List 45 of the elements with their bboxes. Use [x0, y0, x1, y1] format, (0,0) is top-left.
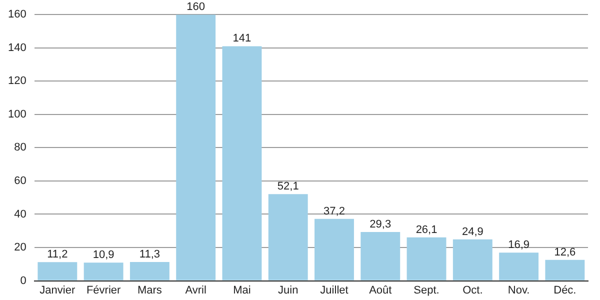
- bar: [545, 260, 585, 280]
- y-tick-label: 40: [14, 208, 26, 220]
- x-tick-label: Juin: [278, 284, 298, 296]
- bar: [314, 218, 354, 280]
- data-label: 16,9: [508, 239, 530, 252]
- data-label: 37,2: [324, 205, 345, 218]
- data-label: 141: [232, 32, 252, 45]
- data-label: 160: [186, 1, 206, 14]
- x-tick-label: Oct.: [462, 284, 483, 296]
- y-tick-label: 100: [8, 108, 26, 120]
- bar: [84, 262, 124, 280]
- x-tick-label: Juillet: [320, 284, 348, 296]
- data-label: 12,6: [554, 246, 576, 258]
- y-tick-label: 20: [14, 242, 26, 254]
- x-tick-label: Janvier: [40, 284, 76, 296]
- y-tick-label: 0: [20, 274, 26, 287]
- x-tick-label: Avril: [185, 284, 206, 296]
- y-tick-label: 80: [14, 142, 26, 154]
- y-tick-label: 60: [14, 175, 26, 188]
- x-tick-label: Août: [369, 284, 392, 296]
- data-label: 11,2: [47, 248, 68, 261]
- data-label: 29,3: [370, 218, 392, 231]
- x-tick-label: Nov.: [508, 284, 530, 296]
- x-tick-label: Mai: [233, 284, 251, 296]
- x-tick-label: Mars: [137, 284, 162, 296]
- data-label: 10,9: [92, 249, 114, 262]
- bar: [222, 46, 262, 280]
- x-tick-label: Février: [86, 284, 122, 296]
- bar: [38, 262, 78, 280]
- data-label: 26,1: [416, 224, 438, 236]
- bar: [268, 194, 308, 280]
- bar: [406, 237, 446, 280]
- bar: [130, 262, 170, 280]
- x-tick-label: Déc.: [554, 284, 576, 296]
- data-label: 24,9: [462, 226, 484, 238]
- bar: [176, 14, 216, 280]
- y-tick-label: 140: [8, 42, 26, 54]
- data-label: 11,3: [139, 248, 160, 261]
- data-label: 52,1: [277, 180, 299, 193]
- bar: [360, 232, 400, 280]
- y-tick-label: 120: [8, 75, 26, 88]
- bar: [499, 252, 539, 280]
- x-tick-label: Sept.: [414, 284, 440, 296]
- y-tick-label: 160: [8, 8, 26, 21]
- bar: [452, 239, 492, 280]
